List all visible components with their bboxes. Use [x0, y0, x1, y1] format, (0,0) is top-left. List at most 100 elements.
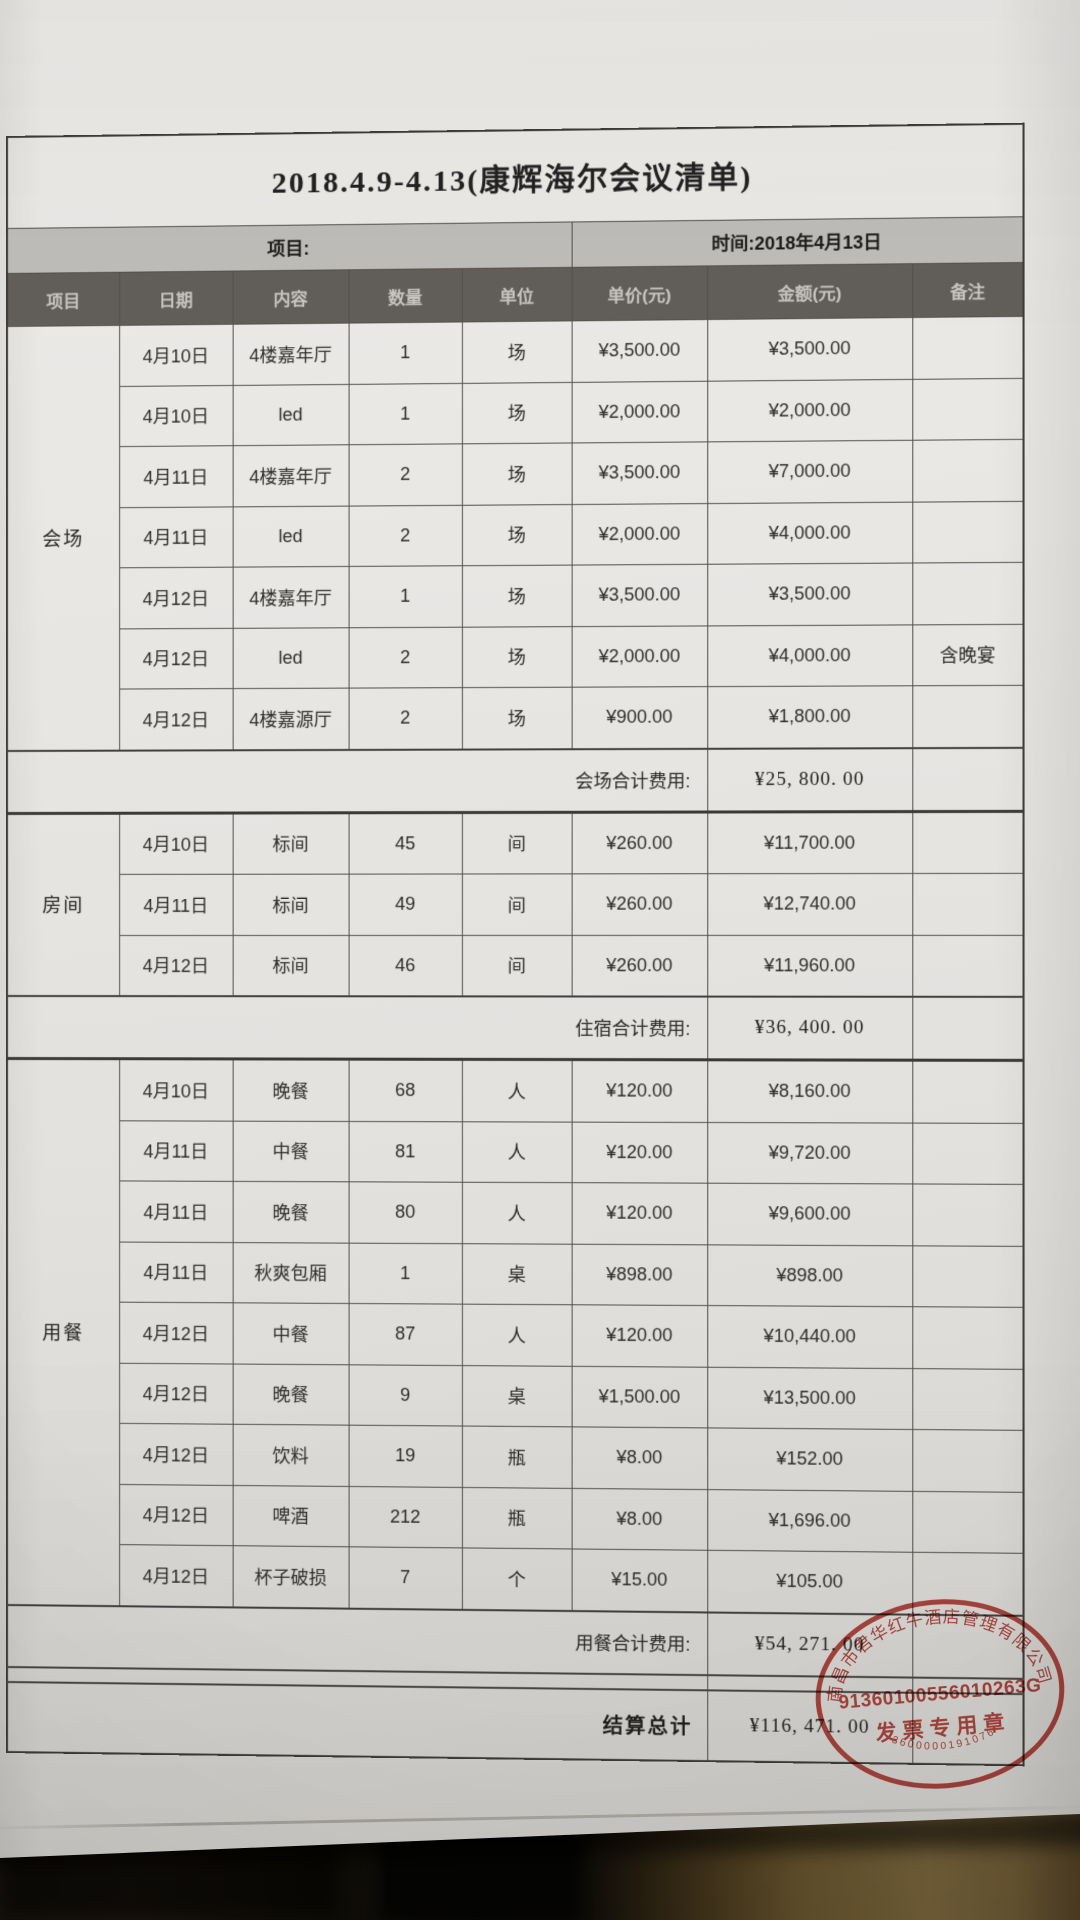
cell-content: 晚餐: [232, 1363, 349, 1426]
cell-amount: ¥9,600.00: [707, 1183, 913, 1246]
cell-unit: 场: [461, 381, 572, 444]
cell-note: [912, 439, 1024, 502]
subtotal-value-cell: ¥25, 800. 00: [707, 747, 913, 812]
cell-unit: 桌: [461, 1365, 572, 1427]
cell-date: 4月11日: [119, 874, 233, 935]
cell-qty: 87: [348, 1303, 462, 1366]
cell-unit-price: ¥120.00: [571, 1304, 708, 1367]
cell-qty: 2: [348, 443, 462, 506]
cell-amount: ¥152.00: [707, 1427, 913, 1491]
cell-unit: 瓶: [461, 1486, 572, 1549]
cell-date: 4月12日: [119, 934, 233, 997]
cell-date: 4月11日: [119, 506, 233, 568]
cell-note: [912, 873, 1024, 935]
cell-amount: ¥4,000.00: [707, 624, 913, 687]
total-label-cell: 结算总计: [6, 1681, 708, 1761]
cell-amount: ¥11,700.00: [707, 811, 913, 874]
invoice-table-wrapper: 2018.4.9-4.13(康辉海尔会议清单) 项目: 时间:2018年4月13…: [6, 122, 1025, 1766]
stamp-ellipse-border: [815, 1599, 1065, 1789]
cell-qty: 9: [348, 1364, 462, 1427]
cell-unit-price: ¥120.00: [571, 1182, 708, 1245]
cell-content: 4楼嘉年厅: [232, 566, 349, 628]
cell-amount: ¥1,696.00: [707, 1489, 913, 1553]
cell-note: [912, 1490, 1024, 1554]
table-row: 4月12日 4楼嘉源厅 2 场 ¥900.00 ¥1,800.00: [7, 685, 1024, 751]
cell-unit: 人: [461, 1182, 572, 1244]
cell-qty: 2: [348, 504, 462, 567]
table-row: 4月12日 标间 46 间 ¥260.00 ¥11,960.00: [7, 934, 1024, 997]
invoice-table: 2018.4.9-4.13(康辉海尔会议清单) 项目: 时间:2018年4月13…: [6, 122, 1025, 1766]
cell-unit: 间: [461, 811, 572, 874]
cell-note: [912, 316, 1024, 379]
cell-date: 4月10日: [119, 812, 233, 875]
cell-qty: 2: [348, 687, 462, 750]
cell-date: 4月11日: [119, 445, 233, 508]
cell-unit-price: ¥1,500.00: [571, 1365, 708, 1428]
cell-unit: 场: [461, 626, 572, 688]
cell-date: 4月12日: [119, 1483, 233, 1546]
cell-unit: 个: [461, 1547, 572, 1611]
cell-note: [912, 377, 1024, 441]
cell-unit-price: ¥260.00: [571, 873, 708, 935]
cell-qty: 49: [348, 873, 462, 935]
cell-unit: 场: [461, 442, 572, 505]
cell-content: 晚餐: [232, 1058, 349, 1121]
cell-date: 4月10日: [119, 1058, 233, 1121]
cell-content: led: [232, 505, 349, 568]
cell-content: led: [232, 627, 349, 689]
cell-unit-price: ¥2,000.00: [571, 380, 708, 443]
cell-date: 4月12日: [119, 1302, 233, 1364]
cell-unit-price: ¥2,000.00: [571, 503, 708, 566]
subtotal-row: 会场合计费用: ¥25, 800. 00: [6, 747, 1024, 813]
table-row: 4月11日 秋爽包厢 1 桌 ¥898.00 ¥898.00: [7, 1241, 1024, 1308]
cell-amount: ¥12,740.00: [707, 873, 913, 935]
column-header: 备注: [912, 262, 1024, 318]
table-row: 4月11日 4楼嘉年厅 2 场 ¥3,500.00 ¥7,000.00: [7, 439, 1024, 508]
cell-note: [912, 1060, 1024, 1123]
subtotal-note-cell: [912, 747, 1024, 812]
subtotal-label-cell: 用餐合计费用:: [6, 1604, 708, 1675]
paper-document: 2018.4.9-4.13(康辉海尔会议清单) 项目: 时间:2018年4月13…: [0, 0, 1080, 1858]
table-row: 会场 4月10日 4楼嘉年厅 1 场 ¥3,500.00 ¥3,500.00: [6, 316, 1024, 751]
column-header: 内容: [232, 269, 349, 325]
company-stamp: 南昌市君华红牛酒店管理有限公司 91360100556010263G 发票专用章…: [815, 1598, 1065, 1789]
cell-content: 秋爽包厢: [232, 1242, 349, 1304]
group-label-cell: 用餐: [6, 1058, 120, 1606]
cell-note: [912, 562, 1024, 625]
cell-unit-price: ¥260.00: [571, 934, 708, 997]
column-header: 日期: [119, 271, 233, 326]
cell-content: 杯子破损: [232, 1545, 349, 1609]
subtotal-label-cell: 住宿合计费用:: [6, 996, 708, 1060]
column-header: 数量: [348, 268, 462, 324]
project-label: 项目:: [6, 221, 572, 274]
cell-unit-price: ¥8.00: [571, 1426, 708, 1490]
cell-unit-price: ¥3,500.00: [571, 441, 708, 505]
cell-unit-price: ¥260.00: [571, 811, 708, 874]
cell-note: [912, 810, 1024, 874]
cell-unit-price: ¥898.00: [571, 1243, 708, 1306]
cell-content: 标间: [232, 934, 349, 997]
group-label-cell: 会场: [6, 325, 120, 751]
subtotal-value-cell: ¥36, 400. 00: [707, 996, 913, 1061]
cell-unit: 场: [461, 320, 572, 383]
cell-unit: 人: [461, 1304, 572, 1366]
title-row: 2018.4.9-4.13(康辉海尔会议清单): [6, 123, 1024, 229]
cell-note: 含晚宴: [912, 623, 1024, 686]
cell-amount: ¥1,800.00: [707, 685, 913, 749]
table-row: 4月11日 晚餐 80 人 ¥120.00 ¥9,600.00: [7, 1180, 1024, 1246]
cell-note: [912, 934, 1024, 997]
cell-unit: 场: [461, 565, 572, 627]
cell-amount: ¥2,000.00: [707, 378, 913, 442]
cell-content: 标间: [232, 812, 349, 875]
cell-qty: 1: [348, 565, 462, 628]
cell-unit: 瓶: [461, 1426, 572, 1488]
cell-qty: 45: [348, 812, 462, 875]
table-row: 用餐 4月10日 晚餐 68 人 ¥120.00 ¥8,160.00: [6, 1058, 1024, 1606]
cell-unit-price: ¥2,000.00: [571, 625, 708, 688]
cell-qty: 1: [348, 321, 462, 384]
cell-unit-price: ¥15.00: [571, 1548, 708, 1612]
table-row: 4月11日 标间 49 间 ¥260.00 ¥12,740.00: [7, 873, 1024, 935]
cell-qty: 212: [348, 1485, 462, 1548]
column-header: 项目: [6, 272, 120, 327]
cell-qty: 2: [348, 626, 462, 689]
